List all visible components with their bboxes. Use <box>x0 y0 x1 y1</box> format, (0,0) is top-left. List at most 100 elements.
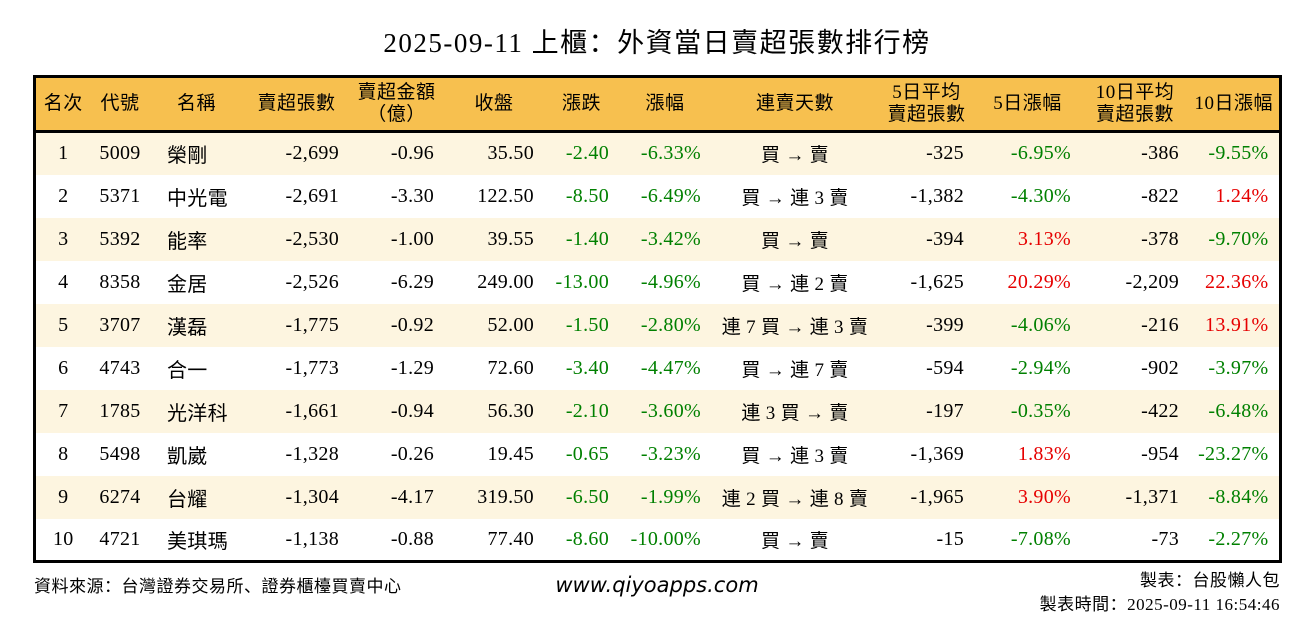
cell-code: 6274 <box>99 485 141 508</box>
cell-net-sell-lots: -1,328 <box>285 442 339 465</box>
cell-change-pct: -10.00% <box>630 527 701 550</box>
cell-code: 5371 <box>99 184 141 207</box>
cell-change-pct: -4.96% <box>640 270 701 293</box>
cell-change: -13.00 <box>555 270 609 293</box>
cell-pct5: 3.90% <box>1017 485 1071 508</box>
cell-code: 8358 <box>99 270 141 293</box>
maker-label: 製表：台股懶人包 <box>1140 571 1280 590</box>
cell-avg5-net-sell: -594 <box>926 356 964 379</box>
cell-close: 35.50 <box>487 142 534 165</box>
cell-pct5: -4.06% <box>1010 313 1071 336</box>
header-row: 名次 代號 名稱 賣超張數 賣超金額 （億） 收盤 漲跌 漲幅 連賣天數 5日平均 賣超張數 5日漲… <box>34 76 1280 132</box>
cell-close: 77.40 <box>487 527 534 550</box>
cell-avg10-net-sell: -902 <box>1141 356 1179 379</box>
column-header-net-sell-amount: 賣超金額 （億） <box>357 81 436 125</box>
cell-code: 4743 <box>99 356 141 379</box>
cell-pct10: 1.24% <box>1215 184 1269 207</box>
cell-pct10: -9.55% <box>1208 142 1269 165</box>
cell-net-sell-lots: -1,661 <box>285 399 339 422</box>
cell-pct5: -0.35% <box>1010 399 1071 422</box>
cell-net-sell-lots: -2,699 <box>285 142 339 165</box>
cell-net-sell-amount: -6.29 <box>390 270 434 293</box>
cell-close: 319.50 <box>477 485 534 508</box>
cell-close: 19.45 <box>487 442 534 465</box>
cell-pct5: -4.30% <box>1010 184 1071 207</box>
table-row: 3 5392 能率 -2,530 -1.00 39.55 -1.40 -3.42% 買 → 賣 -… <box>34 217 1280 261</box>
cell-net-sell-amount: -0.96 <box>390 142 434 165</box>
table-row: 6 4743 合一 -1,773 -1.29 72.60 -3.40 -4.47% 買 → 連 … <box>34 346 1280 390</box>
cell-name: 能率 <box>167 230 208 253</box>
cell-avg5-net-sell: -1,965 <box>910 485 964 508</box>
cell-streak: 買 → 賣 <box>760 145 829 167</box>
cell-code: 5009 <box>99 142 141 165</box>
cell-rank: 9 <box>58 485 69 508</box>
cell-pct10: 22.36% <box>1205 270 1269 293</box>
cell-change: -2.40 <box>565 142 609 165</box>
cell-net-sell-lots: -2,526 <box>285 270 339 293</box>
cell-change: -8.50 <box>565 184 609 207</box>
cell-avg10-net-sell: -216 <box>1141 313 1179 336</box>
table-row: 4 8358 金居 -2,526 -6.29 249.00 -13.00 -4.96% 買 → … <box>34 260 1280 304</box>
cell-close: 122.50 <box>477 184 534 207</box>
cell-avg10-net-sell: -954 <box>1141 442 1179 465</box>
footer: 資料來源：台灣證券交易所、證券櫃檯買賣中心 www.qiyoapps.com 製… <box>34 569 1280 617</box>
column-header-avg5-net-sell: 5日平均 賣超張數 <box>887 81 966 125</box>
column-header-pct10: 10日漲幅 <box>1194 92 1273 114</box>
table-row: 1 5009 榮剛 -2,699 -0.96 35.50 -2.40 -6.33% 買 → 賣 -… <box>34 131 1280 175</box>
cell-avg10-net-sell: -73 <box>1151 527 1179 550</box>
cell-net-sell-lots: -2,530 <box>285 227 339 250</box>
cell-rank: 2 <box>58 184 69 207</box>
cell-pct10: -2.27% <box>1208 527 1269 550</box>
table-row: 7 1785 光洋科 -1,661 -0.94 56.30 -2.10 -3.60% 連 3 買… <box>34 389 1280 433</box>
cell-change: -0.65 <box>565 442 609 465</box>
column-header-rank: 名次 <box>43 92 83 114</box>
cell-net-sell-amount: -0.26 <box>390 442 434 465</box>
cell-close: 39.55 <box>487 227 534 250</box>
cell-net-sell-amount: -1.29 <box>390 356 434 379</box>
cell-avg5-net-sell: -1,625 <box>910 270 964 293</box>
cell-pct10: -9.70% <box>1208 227 1269 250</box>
cell-streak: 買 → 連 3 賣 <box>741 187 849 209</box>
cell-change-pct: -4.47% <box>640 356 701 379</box>
cell-rank: 4 <box>58 270 69 293</box>
foreign-net-sell-ranking-table: 名次 代號 名稱 賣超張數 賣超金額 （億） 收盤 漲跌 漲幅 連賣天數 5日平均 賣超張數 5日漲… <box>32 75 1282 563</box>
page-title: 2025-09-11 上櫃：外資當日賣超張數排行榜 <box>383 28 931 58</box>
cell-pct10: -3.97% <box>1208 356 1269 379</box>
cell-name: 合一 <box>167 359 208 382</box>
cell-pct10: -8.84% <box>1208 485 1269 508</box>
cell-net-sell-lots: -1,304 <box>285 485 339 508</box>
cell-change-pct: -3.42% <box>640 227 701 250</box>
cell-net-sell-amount: -0.88 <box>390 527 434 550</box>
cell-code: 4721 <box>99 527 141 550</box>
column-header-close: 收盤 <box>474 92 514 114</box>
cell-net-sell-lots: -2,691 <box>285 184 339 207</box>
website-url: www.qiyoapps.com <box>555 573 759 597</box>
cell-name: 金居 <box>167 273 208 296</box>
cell-change-pct: -3.60% <box>640 399 701 422</box>
cell-rank: 1 <box>58 142 69 165</box>
cell-pct10: -23.27% <box>1198 442 1269 465</box>
cell-name: 美琪瑪 <box>167 530 228 553</box>
cell-streak: 買 → 連 7 賣 <box>741 359 849 381</box>
cell-avg5-net-sell: -197 <box>926 399 964 422</box>
cell-change: -1.40 <box>565 227 609 250</box>
cell-close: 72.60 <box>487 356 534 379</box>
cell-change: -3.40 <box>565 356 609 379</box>
cell-rank: 5 <box>58 313 69 336</box>
cell-streak: 連 3 買 → 賣 <box>741 402 849 424</box>
cell-net-sell-lots: -1,773 <box>285 356 339 379</box>
cell-pct10: -6.48% <box>1208 399 1269 422</box>
column-header-change: 漲跌 <box>561 92 601 114</box>
cell-avg5-net-sell: -1,369 <box>910 442 964 465</box>
cell-name: 中光電 <box>167 187 228 210</box>
column-header-streak: 連賣天數 <box>755 92 834 114</box>
cell-streak: 買 → 連 3 賣 <box>741 445 849 467</box>
cell-avg10-net-sell: -822 <box>1141 184 1179 207</box>
cell-pct5: -6.95% <box>1010 142 1071 165</box>
cell-code: 1785 <box>99 399 141 422</box>
cell-avg5-net-sell: -325 <box>926 142 964 165</box>
cell-change: -2.10 <box>565 399 609 422</box>
table-row: 5 3707 漢磊 -1,775 -0.92 52.00 -1.50 -2.80% 連 7 買 … <box>34 303 1280 347</box>
cell-code: 5498 <box>99 442 141 465</box>
column-header-net-sell-lots: 賣超張數 <box>257 92 336 114</box>
